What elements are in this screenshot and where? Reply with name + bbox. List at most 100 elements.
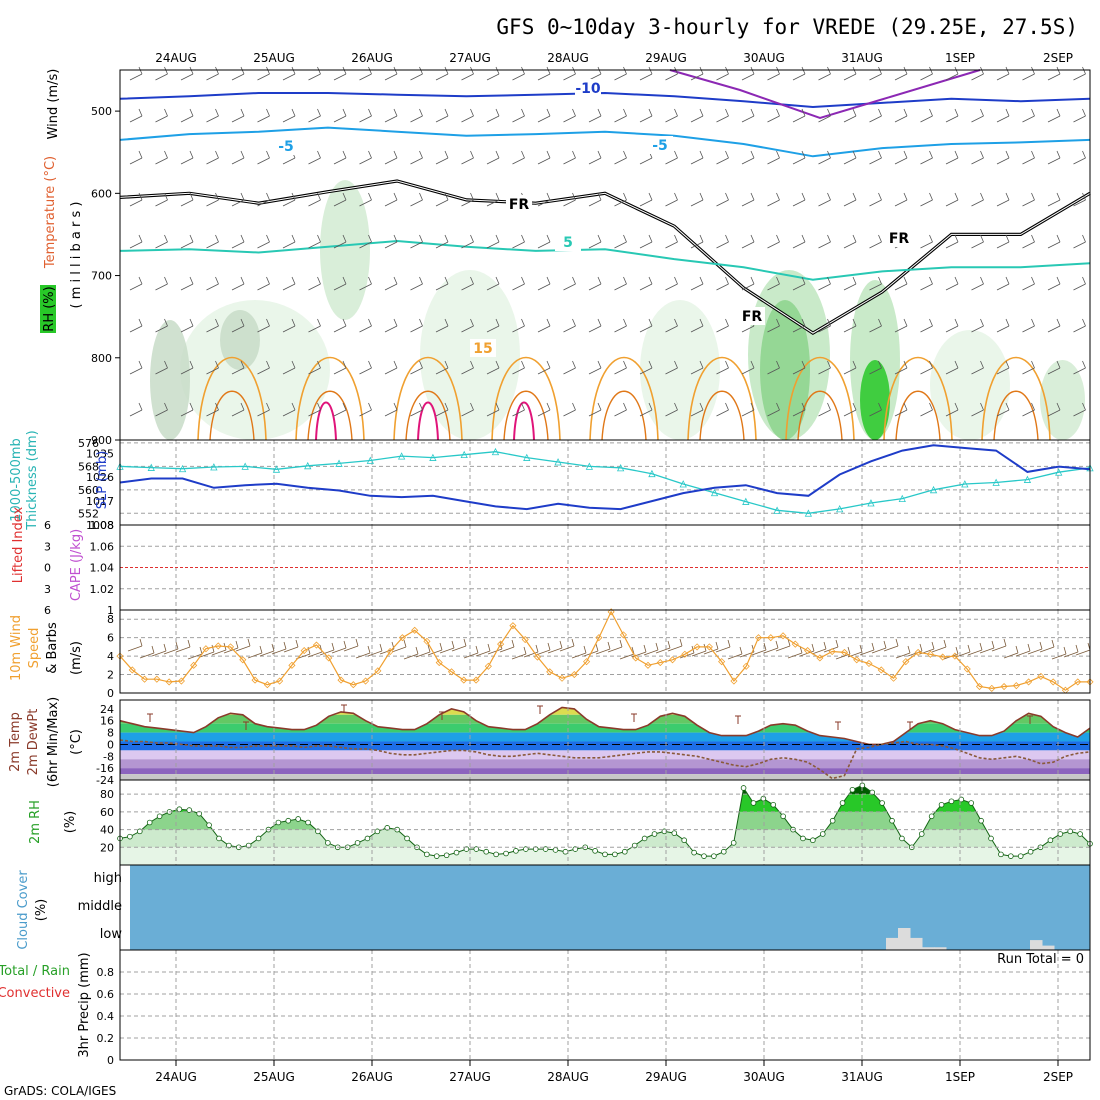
series-marker [961, 480, 969, 488]
rh-marker [938, 801, 945, 808]
date-label-bottom: 30AUG [743, 1070, 785, 1084]
y-tick-label: 3 [44, 540, 51, 553]
wind-barb [945, 115, 959, 123]
rh-marker [196, 810, 202, 817]
wind-barb [588, 409, 602, 417]
wind-barb [563, 157, 576, 165]
rh-marker [810, 837, 816, 844]
contour-line-cold [669, 69, 981, 120]
wind-barb [775, 645, 791, 652]
wind-barb [1039, 646, 1055, 653]
wind-barb-flag [597, 234, 602, 243]
wind-barb-flag [1031, 402, 1035, 411]
wind-barb [665, 283, 678, 291]
wind-barb [920, 283, 933, 291]
wind-barb [859, 649, 875, 656]
wind-barb [843, 241, 857, 249]
wind-barb [741, 409, 755, 417]
wind-barb-flag [776, 150, 780, 159]
wind-barb-flag [1031, 318, 1035, 327]
wind-barb-flag [1051, 639, 1055, 648]
wind-barb [945, 73, 959, 81]
wind-barb-flag [725, 192, 729, 201]
wind-barb [614, 367, 627, 375]
wind-barb [639, 115, 653, 123]
wind-barb-flag [138, 150, 143, 159]
rh-shading [760, 300, 810, 440]
wind-barb [486, 241, 500, 249]
wind-barb [741, 157, 755, 165]
temp-label-2: 2m DewPt [26, 709, 41, 776]
temperature-band [120, 741, 1090, 751]
wind-barb-flag [342, 234, 347, 243]
temperature-contour [687, 356, 757, 441]
wind-barb [907, 650, 923, 657]
wind-barb-flag [750, 234, 755, 243]
wind-barb-flag [750, 192, 755, 201]
rh-marker [918, 831, 925, 837]
rh-marker [612, 851, 618, 858]
wind-barb-flag [878, 276, 882, 285]
wind-barb [665, 73, 678, 81]
wind-barb-flag [623, 234, 627, 243]
low-cloud-bar [886, 937, 899, 950]
run-total: Run Total = 0 [997, 952, 1084, 967]
millibars-label: ( m i l l i b a r s ) [69, 202, 84, 309]
wind-barb-flag [1031, 234, 1035, 243]
wind-speed-marker [570, 670, 578, 679]
wind-barb-flag [247, 638, 251, 647]
wind-barb [869, 199, 882, 207]
wind-barb [187, 653, 203, 660]
temperature-contour [883, 356, 953, 441]
wind-barb-flag [393, 108, 398, 117]
wind-speed-marker [312, 641, 321, 649]
y-tick-label: 800 [91, 352, 112, 365]
y-tick-label: 8 [107, 727, 114, 740]
wind-barb [231, 157, 245, 165]
rh-panel: 20 40 60 80 [100, 779, 1093, 866]
wind-speed-marker [202, 645, 210, 653]
wind-barb [537, 409, 551, 417]
wind-barb-flag [955, 646, 959, 655]
wind-barb [461, 157, 474, 165]
rh-marker [443, 852, 450, 859]
wind-barb [792, 409, 806, 417]
wind-barb [818, 199, 831, 207]
wind-barb-flag [631, 646, 635, 655]
wind-speed-marker [128, 666, 136, 674]
wind-barb-flag [801, 360, 806, 369]
wind-barb-flag [240, 402, 245, 411]
wind-barb-flag [187, 639, 191, 648]
wind-barb [996, 199, 1010, 207]
wind-barb [894, 157, 908, 165]
low-cloud-bar [910, 937, 923, 950]
wind-barb [1027, 648, 1043, 655]
wind-barb [971, 73, 984, 81]
wind-barb-flag [164, 150, 168, 159]
wind-barb [535, 649, 551, 656]
wind-barb-flag [699, 192, 704, 201]
wind-barb-flag [852, 192, 857, 201]
upper-air-panel: -10 -5 -5 5 15 FR FR FR 500 600 700 800 900 [91, 66, 1091, 447]
wind-barb-flag [240, 276, 245, 285]
wind-barb [499, 646, 515, 653]
wind-barb [435, 367, 449, 375]
wind-speed-marker [509, 622, 517, 630]
wind-barb [883, 645, 899, 652]
wind-barb [257, 73, 270, 81]
contour-label-bg [575, 79, 601, 97]
wind-speed-marker [460, 676, 468, 684]
wind-barb [639, 157, 653, 165]
wind-barb-flag [1082, 402, 1086, 411]
wind-barb [920, 73, 933, 81]
series-marker [867, 499, 875, 507]
wind-barb-flag [878, 150, 882, 159]
wind-barb-flag [266, 276, 270, 285]
wind-barb-flag [980, 318, 984, 327]
wind-barb-flag [487, 643, 491, 652]
wind-label-3: & Barbs [45, 622, 60, 674]
wind-speed-marker [877, 666, 885, 674]
wind-barb-flag [317, 360, 321, 369]
series-marker [241, 462, 249, 470]
wind-barb [231, 283, 245, 291]
